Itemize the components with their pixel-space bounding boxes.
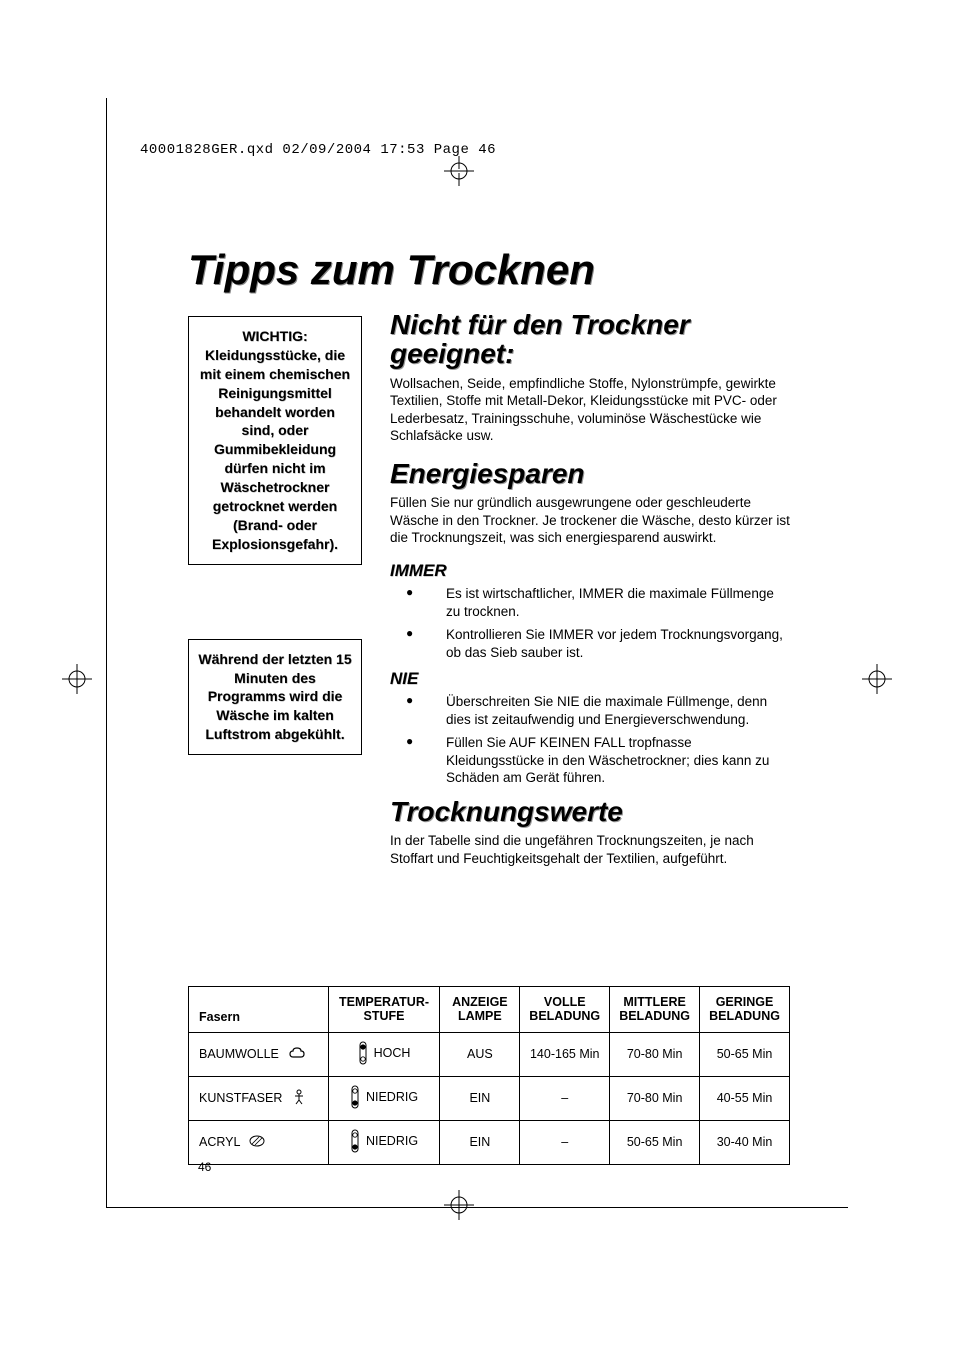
col-fasern: Fasern	[189, 987, 329, 1033]
cell-mid: 50-65 Min	[610, 1120, 700, 1164]
col-mid-l2: BELADUNG	[619, 1009, 690, 1023]
table-row: BAUMWOLLE HOCHAUS140-165 Min70-80 Min50-…	[189, 1032, 790, 1076]
cell-temp: NIEDRIG	[328, 1120, 440, 1164]
table-row: KUNSTFASER NIEDRIGEIN–70-80 Min40-55 Min	[189, 1076, 790, 1120]
col-temp-l2: STUFE	[364, 1009, 405, 1023]
cell-temp: NIEDRIG	[328, 1076, 440, 1120]
col-temp-l1: TEMPERATUR-	[339, 995, 429, 1009]
callout-wichtig: WICHTIG: Kleidungsstücke, die mit einem …	[188, 316, 362, 565]
col-mid-l1: MITTLERE	[623, 995, 686, 1009]
cell-full: 140-165 Min	[520, 1032, 610, 1076]
col-low-l1: GERINGE	[716, 995, 774, 1009]
cell-lamp: EIN	[440, 1076, 520, 1120]
list-item: Kontrollieren Sie IMMER vor jedem Trockn…	[390, 626, 790, 661]
cell-temp: HOCH	[328, 1032, 440, 1076]
text-values: In der Tabelle sind die ungefähren Trock…	[390, 832, 790, 867]
col-temp: TEMPERATUR-STUFE	[328, 987, 440, 1033]
cell-low: 40-55 Min	[700, 1076, 790, 1120]
col-low-l2: BELADUNG	[709, 1009, 780, 1023]
cell-full: –	[520, 1076, 610, 1120]
right-column: Nicht für den Trockner geeignet: Wollsac…	[390, 310, 790, 881]
list-item: Es ist wirtschaftlicher, IMMER die maxim…	[390, 585, 790, 620]
col-full-l2: BELADUNG	[529, 1009, 600, 1023]
cell-lamp: EIN	[440, 1120, 520, 1164]
list-item: Überschreiten Sie NIE die maximale Füllm…	[390, 693, 790, 728]
cell-lamp: AUS	[440, 1032, 520, 1076]
heading-never: NIE	[390, 669, 790, 689]
drying-table: Fasern TEMPERATUR-STUFE ANZEIGELAMPE VOL…	[188, 986, 790, 1165]
col-full-l1: VOLLE	[544, 995, 586, 1009]
col-low: GERINGEBELADUNG	[700, 987, 790, 1033]
cell-fiber: BAUMWOLLE	[189, 1032, 329, 1076]
heading-always: IMMER	[390, 561, 790, 581]
col-lamp-l1: ANZEIGE	[452, 995, 508, 1009]
cell-low: 50-65 Min	[700, 1032, 790, 1076]
col-lamp-l2: LAMPE	[458, 1009, 502, 1023]
left-column: WICHTIG: Kleidungsstücke, die mit einem …	[188, 316, 362, 755]
cell-mid: 70-80 Min	[610, 1032, 700, 1076]
heading-energy: Energiesparen	[390, 459, 790, 488]
callout-cooling: Während der letzten 15 Minuten des Progr…	[188, 639, 362, 755]
registration-mark-left-icon	[62, 664, 92, 694]
registration-mark-top-icon	[444, 156, 474, 186]
cell-mid: 70-80 Min	[610, 1076, 700, 1120]
qxd-header: 40001828GER.qxd 02/09/2004 17:53 Page 46	[140, 142, 496, 158]
fiber-icon	[292, 1089, 306, 1108]
text-energy: Füllen Sie nur gründlich ausgewrungene o…	[390, 494, 790, 547]
registration-mark-bottom-icon	[444, 1190, 474, 1220]
heading-not-suitable: Nicht für den Trockner geeignet:	[390, 310, 790, 369]
col-full: VOLLEBELADUNG	[520, 987, 610, 1033]
fiber-icon	[288, 1046, 306, 1063]
cell-fiber: ACRYL	[189, 1120, 329, 1164]
col-mid: MITTLEREBELADUNG	[610, 987, 700, 1033]
page-number: 46	[198, 1160, 211, 1174]
list-always: Es ist wirtschaftlicher, IMMER die maxim…	[390, 585, 790, 661]
list-item: Füllen Sie AUF KEINEN FALL tropfnasse Kl…	[390, 734, 790, 787]
list-never: Überschreiten Sie NIE die maximale Füllm…	[390, 693, 790, 787]
text-not-suitable: Wollsachen, Seide, empfindliche Stoffe, …	[390, 375, 790, 445]
table-row: ACRYL NIEDRIGEIN–50-65 Min30-40 Min	[189, 1120, 790, 1164]
heading-values: Trocknungswerte	[390, 797, 790, 826]
cell-full: –	[520, 1120, 610, 1164]
table-header-row: Fasern TEMPERATUR-STUFE ANZEIGELAMPE VOL…	[189, 987, 790, 1033]
fiber-icon	[249, 1134, 265, 1151]
cell-low: 30-40 Min	[700, 1120, 790, 1164]
page-title: Tipps zum Trocknen	[188, 246, 595, 294]
col-lamp: ANZEIGELAMPE	[440, 987, 520, 1033]
cell-fiber: KUNSTFASER	[189, 1076, 329, 1120]
registration-mark-right-icon	[862, 664, 892, 694]
